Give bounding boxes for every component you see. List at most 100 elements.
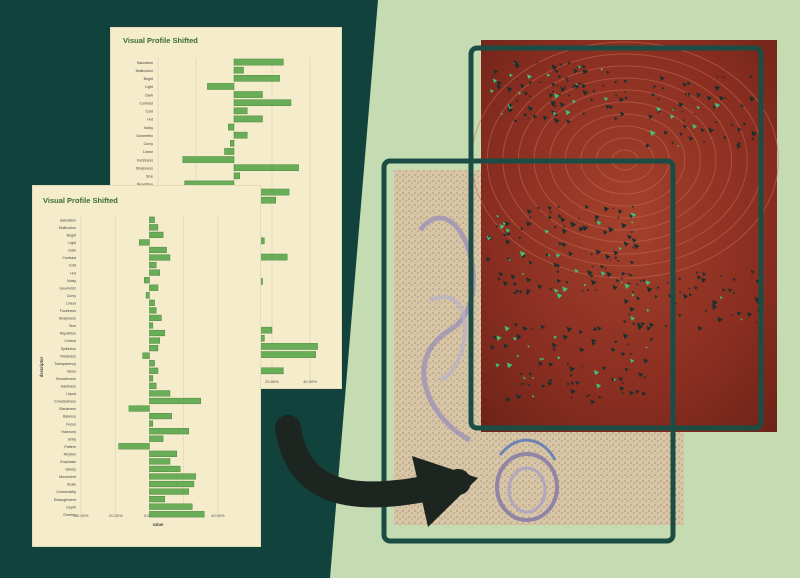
y-tick-label: Light xyxy=(68,241,76,245)
y-tick-label: Multicolour xyxy=(136,69,154,73)
bar xyxy=(149,435,164,442)
bar xyxy=(182,156,235,163)
y-tick-label: Hot xyxy=(70,271,76,275)
bar xyxy=(149,458,171,465)
y-tick-label: Overlap xyxy=(63,513,76,517)
bar xyxy=(149,488,189,495)
bar xyxy=(118,443,150,450)
x-tick-label: 40.00% xyxy=(211,513,225,518)
x-tick-label: -40.00% xyxy=(74,513,89,518)
bar xyxy=(233,66,244,74)
y-tick-label: Depth xyxy=(66,505,76,509)
bar xyxy=(128,405,150,412)
y-tick-label: Repetition xyxy=(137,183,153,187)
bar xyxy=(229,140,235,147)
bar xyxy=(149,480,195,488)
y-tick-label: Dark xyxy=(68,249,76,253)
bar xyxy=(149,216,155,223)
chart-card-front: Visual Profile Shifted -40.00%-20.00%0.0… xyxy=(33,186,260,546)
bar xyxy=(149,397,201,405)
bar xyxy=(149,503,193,510)
y-tick-label: Sharpness xyxy=(59,317,76,321)
y-tick-label: Hardness xyxy=(61,385,77,389)
bar xyxy=(149,254,171,261)
y-tick-label: Dark xyxy=(145,93,153,97)
x-tick-label: -20.00% xyxy=(108,513,123,518)
bar xyxy=(149,322,154,329)
y-tick-label: Geometric xyxy=(136,134,153,138)
arrow-head-icon xyxy=(412,456,478,527)
bar xyxy=(233,164,299,171)
bar xyxy=(149,314,162,321)
y-tick-label: Size xyxy=(69,324,76,328)
bar xyxy=(149,413,172,420)
y-tick-label: Spikiness xyxy=(61,347,77,351)
bar xyxy=(233,131,248,139)
y-tick-label: Transparency xyxy=(54,362,76,366)
bar xyxy=(233,107,248,115)
bar-chart-front: -40.00%-20.00%0.00%20.00%40.00%Saturatio… xyxy=(39,216,225,527)
y-tick-label: Light xyxy=(145,85,153,89)
y-tick-label: Noisy xyxy=(144,126,153,130)
bar xyxy=(149,428,189,435)
bar xyxy=(233,172,240,180)
y-tick-label: Focus xyxy=(66,422,76,426)
y-tick-label: Entanglement xyxy=(54,498,76,502)
x-tick-label: 40.00% xyxy=(303,379,317,384)
y-tick-label: Noisy xyxy=(67,279,76,283)
y-tick-label: Control xyxy=(64,339,76,343)
y-tick-label: Bright xyxy=(144,77,153,81)
y-tick-label: Emphasis xyxy=(60,460,76,464)
bar xyxy=(142,352,150,359)
bar xyxy=(149,496,166,503)
bar xyxy=(228,123,235,131)
y-tick-label: Balance xyxy=(63,415,76,419)
y-tick-label: Smoothness xyxy=(56,377,76,381)
y-tick-label: Thickness xyxy=(60,354,76,358)
bar xyxy=(149,382,157,389)
y-tick-label: Fuzziness xyxy=(137,158,153,162)
y-tick-label: Sharpness xyxy=(136,166,153,170)
y-tick-label: Size xyxy=(146,175,153,179)
chart-title: Visual Profile Shifted xyxy=(43,196,118,205)
bar xyxy=(149,360,155,367)
y-tick-label: Pattern xyxy=(64,445,76,449)
bar xyxy=(233,58,284,66)
y-tick-label: Rhythm xyxy=(64,452,76,456)
bar xyxy=(149,390,171,397)
y-tick-label: Curvy xyxy=(67,294,77,298)
bar xyxy=(207,83,235,90)
bar xyxy=(233,75,280,82)
bar xyxy=(149,465,181,472)
y-tick-label: Contrast xyxy=(139,101,153,105)
x-tick-label: 20.00% xyxy=(265,379,279,384)
y-tick-label: Scale xyxy=(67,483,76,487)
bar xyxy=(149,450,178,457)
y-tick-label: Repetition xyxy=(60,332,76,336)
bar xyxy=(233,99,292,106)
bar xyxy=(149,231,164,238)
bar xyxy=(149,262,157,269)
bar xyxy=(149,345,159,352)
y-tick-label: Hot xyxy=(147,118,153,122)
bar xyxy=(144,277,150,284)
bar xyxy=(149,224,159,231)
y-tick-label: Liquid xyxy=(66,392,76,396)
bar xyxy=(224,148,235,155)
y-tick-label: Linear xyxy=(66,301,77,305)
bar xyxy=(145,292,150,299)
bar xyxy=(149,329,166,337)
y-tick-label: Movement xyxy=(59,475,76,479)
bar xyxy=(149,299,155,306)
bar xyxy=(233,91,263,98)
y-tick-label: Cold xyxy=(69,264,76,268)
bar xyxy=(149,307,157,314)
y-tick-label: Fuzziness xyxy=(60,309,76,313)
y-tick-label: Gloss xyxy=(67,369,76,373)
y-tick-label: Curvy xyxy=(144,142,154,146)
y-tick-label: Saturation xyxy=(60,218,76,222)
bar xyxy=(233,115,263,123)
y-tick-label: Crowdedness xyxy=(54,400,76,404)
